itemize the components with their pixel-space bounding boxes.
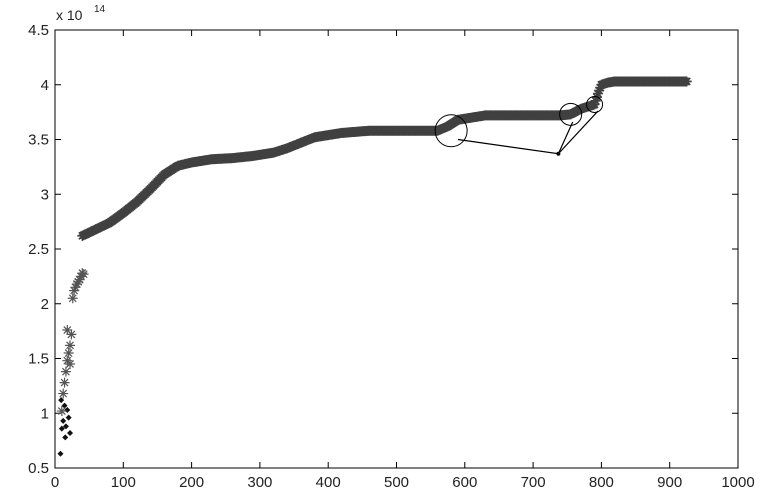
annotation-line — [557, 110, 599, 155]
x-tick-label: 1000 — [721, 474, 754, 491]
annotation-circle — [434, 114, 468, 148]
series-0 — [57, 397, 74, 457]
y-multiplier-exponent: 14 — [94, 4, 106, 15]
annotation-line — [457, 121, 574, 155]
tick-labels: 0 100 200 300 400 500 600 700 800 900 1000 0.5 1 1.5 2… — [28, 22, 755, 491]
data-point — [56, 406, 67, 417]
y-tick-label: 0.5 — [28, 460, 49, 477]
series-1 — [56, 268, 89, 417]
x-tick-label: 700 — [521, 474, 546, 491]
data-point — [594, 85, 605, 96]
y-tick-label: 4.5 — [28, 22, 49, 39]
x-tick-label: 600 — [452, 474, 477, 491]
x-tick-label: 100 — [111, 474, 136, 491]
y-tick-label: 4 — [41, 77, 49, 94]
data-point — [66, 329, 77, 340]
data-point — [57, 450, 64, 457]
x-tick-label: 900 — [657, 474, 682, 491]
data-point — [681, 76, 692, 87]
data-point — [65, 414, 72, 421]
data-point — [58, 425, 65, 432]
data-point — [58, 388, 69, 399]
x-tick-label: 0 — [51, 474, 59, 491]
data-point — [592, 88, 603, 99]
x-tick-label: 400 — [316, 474, 341, 491]
plot-frame — [54, 29, 739, 469]
data-point — [69, 285, 80, 296]
data-point — [62, 434, 69, 441]
axes — [54, 29, 739, 469]
data-point — [58, 397, 65, 404]
annotations — [434, 95, 604, 156]
x-tick-label: 200 — [179, 474, 204, 491]
data-point — [67, 293, 78, 304]
data-point — [60, 366, 71, 377]
data-point — [62, 325, 73, 336]
y-multiplier-label: x 10 — [56, 7, 83, 23]
data-points — [56, 76, 692, 457]
data-point — [59, 377, 70, 388]
y-tick-label: 2 — [41, 296, 49, 313]
x-tick-label: 800 — [589, 474, 614, 491]
data-point — [63, 348, 74, 359]
y-tick-label: 1.5 — [28, 351, 49, 368]
x-tick-label: 300 — [247, 474, 272, 491]
data-point — [60, 417, 67, 424]
series-2 — [77, 76, 692, 241]
y-tick-label: 1 — [41, 405, 49, 422]
annotation-vertex — [556, 151, 561, 156]
data-point — [74, 274, 85, 285]
data-point — [61, 402, 68, 409]
y-tick-label: 3.5 — [28, 132, 49, 149]
data-point — [67, 429, 74, 436]
data-point — [78, 269, 89, 280]
annotation-circle — [586, 95, 604, 113]
data-point — [589, 99, 600, 110]
data-point — [70, 282, 81, 293]
y-tick-label: 3 — [41, 186, 49, 203]
data-point — [62, 423, 69, 430]
y-tick-label: 2.5 — [28, 241, 49, 258]
data-point — [65, 340, 76, 351]
x-tick-label: 500 — [384, 474, 409, 491]
data-point — [590, 95, 601, 106]
data-point — [65, 358, 76, 369]
